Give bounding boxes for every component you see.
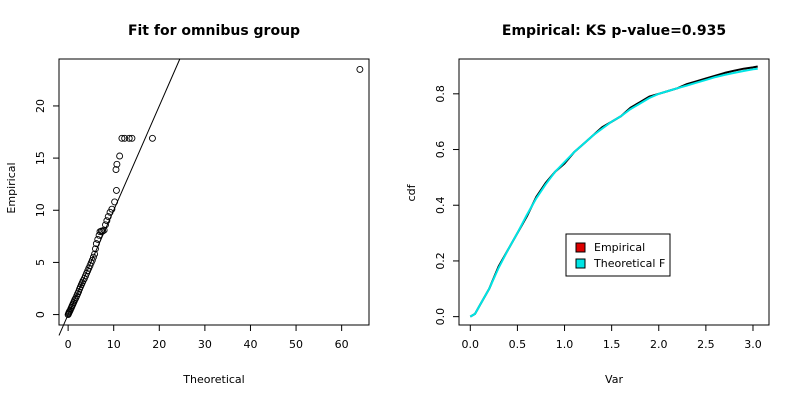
qq-plot-title: Fit for omnibus group <box>128 23 300 39</box>
qq-plot-x-tick-label-0: 0 <box>65 338 72 351</box>
cdf-series-theoretical <box>469 67 758 318</box>
legend-label-theoretical: Theoretical F <box>593 257 665 270</box>
cdf-plot-x-tick-label-1: 0.5 <box>509 338 527 351</box>
qq-plot-point-50 <box>121 134 129 142</box>
cdf-plot-y-ticks: 0.0 0.2 0.4 0.6 0.8 <box>434 85 459 325</box>
cdf-plot-y-tick-label-3: 0.6 <box>434 141 447 159</box>
cdf-plot-series <box>469 65 758 318</box>
cdf-plot-x-tick-label-3: 1.5 <box>603 338 621 351</box>
qq-plot-point-29 <box>89 253 97 261</box>
qq-plot-y-ticks: 0 5 10 15 20 <box>34 99 59 318</box>
qq-plot-point-38 <box>100 226 108 234</box>
cdf-plot-frame <box>458 58 770 326</box>
qq-plot-x-tick-label-5: 50 <box>289 338 303 351</box>
qq-plot-y-tick-label-0: 0 <box>34 311 47 318</box>
qq-plot-y-tick-label-3: 15 <box>34 151 47 165</box>
qq-plot-point-52 <box>128 134 136 142</box>
cdf-plot-y-tick-label-2: 0.4 <box>434 196 447 214</box>
cdf-plot-x-tick-label-6: 3.0 <box>744 338 762 351</box>
qq-plot-point-46 <box>112 166 120 174</box>
qq-plot-x-tick-label-6: 60 <box>335 338 349 351</box>
qq-plot-point-47 <box>113 160 121 168</box>
qq-plot-point-33 <box>94 236 102 243</box>
cdf-plot-panel: Empirical: KS p-value=0.935 Var cdf 0.0 0… <box>405 23 770 386</box>
cdf-plot-x-axis-label: Var <box>605 373 623 386</box>
cdf-plot-x-ticks: 0.0 0.5 1.0 1.5 2.0 2.5 3.0 <box>462 325 762 351</box>
qq-plot-y-tick-label-4: 20 <box>34 99 47 113</box>
cdf-plot-y-tick-label-1: 0.2 <box>434 252 447 270</box>
qq-plot-x-tick-label-1: 10 <box>107 338 121 351</box>
legend-box <box>565 233 671 277</box>
cdf-plot-title: Empirical: KS p-value=0.935 <box>502 23 726 39</box>
qq-plot-point-11 <box>71 295 79 303</box>
qq-plot-panel: Fit for omnibus group Theoretical Empiri… <box>5 23 370 386</box>
cdf-plot-x-tick-label-0: 0.0 <box>462 338 480 351</box>
cdf-plot-y-tick-label-4: 0.8 <box>434 85 447 103</box>
qq-plot-y-tick-label-1: 5 <box>34 259 47 266</box>
legend-label-empirical: Empirical <box>594 241 645 254</box>
qq-plot-y-axis-label: Empirical <box>5 162 18 213</box>
qq-plot-point-53 <box>149 134 156 142</box>
qq-plot-point-43 <box>108 205 116 213</box>
legend-swatch-theoretical <box>575 258 586 269</box>
cdf-plot-x-tick-label-4: 2.0 <box>650 338 668 351</box>
cdf-plot-x-tick-label-5: 2.5 <box>697 338 715 351</box>
qq-plot-points <box>64 65 364 319</box>
qq-plot-point-34 <box>95 231 103 239</box>
cdf-plot-y-tick-label-0: 0.0 <box>434 308 447 326</box>
qq-plot-point-31 <box>92 245 99 253</box>
qq-plot-point-37 <box>99 227 107 235</box>
qq-plot-x-axis-label: Theoretical <box>182 373 244 386</box>
qq-plot-point-32 <box>92 240 100 248</box>
qq-plot-x-tick-label-2: 20 <box>152 338 166 351</box>
qq-plot-x-tick-label-4: 40 <box>243 338 257 351</box>
qq-plot-x-tick-label-3: 30 <box>198 338 212 351</box>
qq-plot-y-tick-label-2: 10 <box>34 203 47 217</box>
cdf-plot-x-tick-label-2: 1.0 <box>556 338 574 351</box>
qq-plot-point-41 <box>104 213 112 220</box>
qq-plot-point-51 <box>125 134 133 142</box>
qq-plot-point-44 <box>111 198 119 206</box>
qq-plot-point-48 <box>116 152 124 160</box>
qq-plot-x-ticks: 0 10 20 30 40 50 60 <box>65 325 349 351</box>
cdf-series-empirical <box>469 65 758 318</box>
qq-plot-frame <box>58 58 370 326</box>
legend-swatch-empirical <box>575 242 586 253</box>
qq-plot-point-45 <box>112 186 120 194</box>
qq-plot-point-49 <box>118 134 126 142</box>
qq-plot-point-54 <box>356 65 364 73</box>
qq-plot-point-40 <box>103 217 111 225</box>
qq-plot-point-28 <box>88 256 96 264</box>
cdf-plot-y-axis-label: cdf <box>405 183 418 201</box>
cdf-plot-legend: Empirical Theoretical F <box>565 233 671 277</box>
qq-plot-point-39 <box>102 221 109 229</box>
qq-plot-point-30 <box>91 250 99 258</box>
